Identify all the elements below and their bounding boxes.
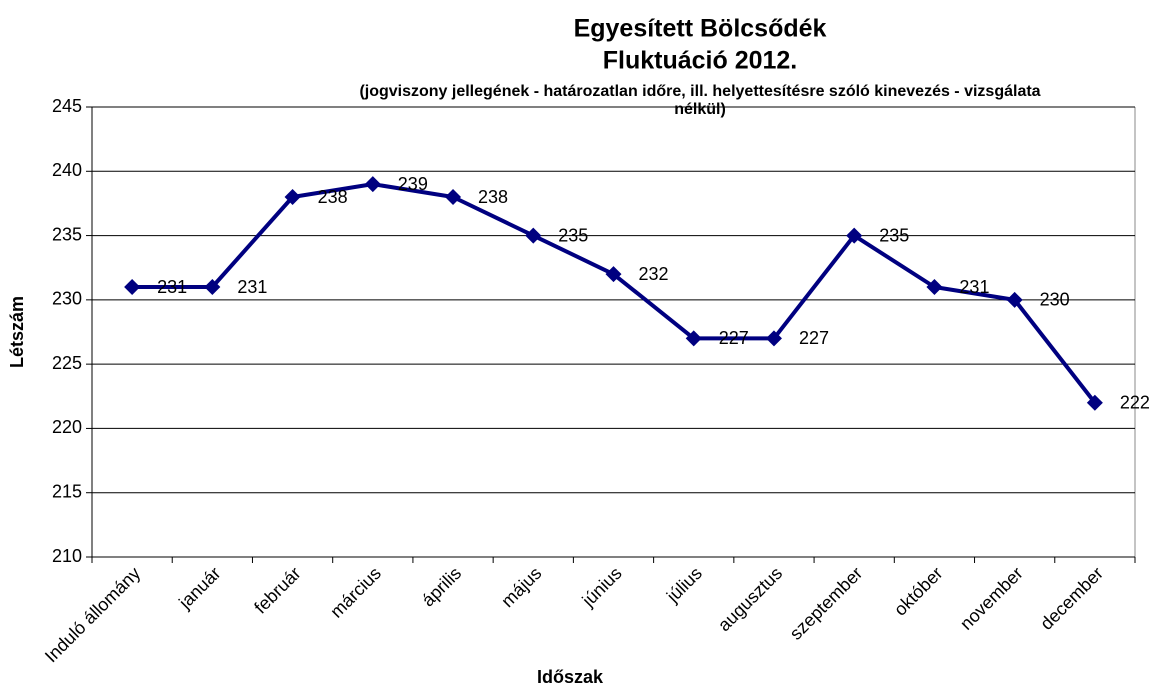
x-tick-label: június	[578, 563, 626, 611]
x-tick-label: április	[418, 563, 465, 610]
x-tick-label: július	[662, 563, 706, 607]
chart-subtitle: nélkül)	[674, 101, 726, 118]
x-tick-label: május	[497, 563, 545, 611]
x-tick-label: október	[890, 563, 947, 620]
x-tick-label: december	[1036, 563, 1107, 634]
data-label: 230	[1040, 290, 1070, 310]
chart-title: Egyesített Bölcsődék	[574, 15, 827, 43]
marker	[124, 279, 141, 295]
chart-subtitle: (jogviszony jellegének - határozatlan id…	[359, 83, 1040, 100]
data-label: 239	[398, 174, 428, 194]
marker	[1086, 394, 1103, 411]
marker	[926, 279, 943, 295]
marker	[765, 330, 782, 347]
data-label: 235	[558, 225, 588, 245]
data-label: 231	[959, 277, 989, 297]
marker	[605, 266, 622, 283]
x-tick-label: november	[956, 563, 1027, 634]
data-label: 231	[237, 277, 267, 297]
series-line	[132, 182, 1097, 404]
marker	[284, 189, 301, 205]
data-label: 222	[1120, 392, 1150, 412]
data-label: 232	[639, 264, 669, 284]
data-label: 238	[478, 187, 508, 207]
marker	[846, 227, 863, 244]
y-tick-label: 235	[52, 224, 82, 244]
data-label: 238	[318, 187, 348, 207]
marker	[445, 189, 462, 205]
y-tick-label: 220	[52, 417, 82, 437]
marker	[364, 176, 381, 193]
y-tick-label: 210	[52, 546, 82, 566]
x-tick-label: március	[326, 563, 385, 622]
x-tick-label: január	[174, 563, 224, 613]
y-tick-label: 240	[52, 160, 82, 180]
chart-title: Fluktuáció 2012.	[603, 47, 798, 75]
x-tick-label: szeptember	[786, 563, 867, 644]
y-tick-label: 230	[52, 289, 82, 309]
y-tick-label: 215	[52, 481, 82, 501]
data-label: 231	[157, 277, 187, 297]
marker	[204, 279, 221, 295]
x-tick-label: február	[250, 563, 304, 617]
marker	[685, 330, 702, 347]
x-axis-label: Időszak	[537, 667, 604, 687]
data-label: 227	[719, 328, 749, 348]
y-axis-label: Létszám	[7, 296, 27, 368]
x-tick-label: augusztus	[714, 563, 786, 635]
marker	[1006, 291, 1023, 308]
y-tick-label: 245	[52, 96, 82, 116]
data-label: 227	[799, 328, 829, 348]
marker	[525, 227, 542, 244]
x-tick-label: Induló állomány	[41, 563, 144, 666]
data-label: 235	[879, 225, 909, 245]
y-tick-label: 225	[52, 353, 82, 373]
